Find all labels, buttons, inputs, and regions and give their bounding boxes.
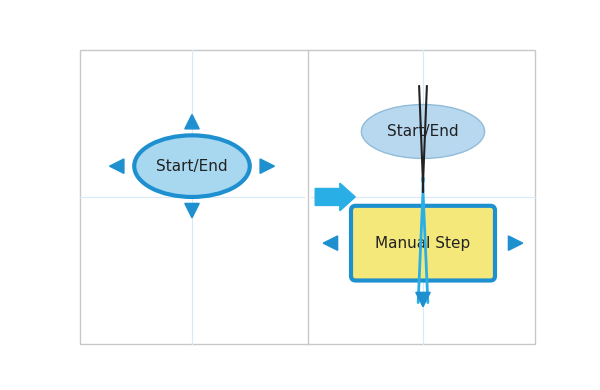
- FancyBboxPatch shape: [80, 50, 535, 344]
- Ellipse shape: [361, 105, 485, 158]
- Ellipse shape: [134, 135, 250, 197]
- Polygon shape: [185, 204, 199, 218]
- Polygon shape: [260, 159, 274, 173]
- Polygon shape: [323, 236, 338, 250]
- Text: Start/End: Start/End: [156, 159, 228, 174]
- FancyArrow shape: [315, 183, 355, 211]
- Polygon shape: [110, 159, 124, 173]
- Polygon shape: [416, 292, 430, 307]
- FancyBboxPatch shape: [351, 206, 495, 280]
- Text: Manual Step: Manual Step: [376, 236, 470, 251]
- Text: Start/End: Start/End: [387, 124, 459, 139]
- Polygon shape: [185, 115, 199, 129]
- Polygon shape: [508, 236, 523, 250]
